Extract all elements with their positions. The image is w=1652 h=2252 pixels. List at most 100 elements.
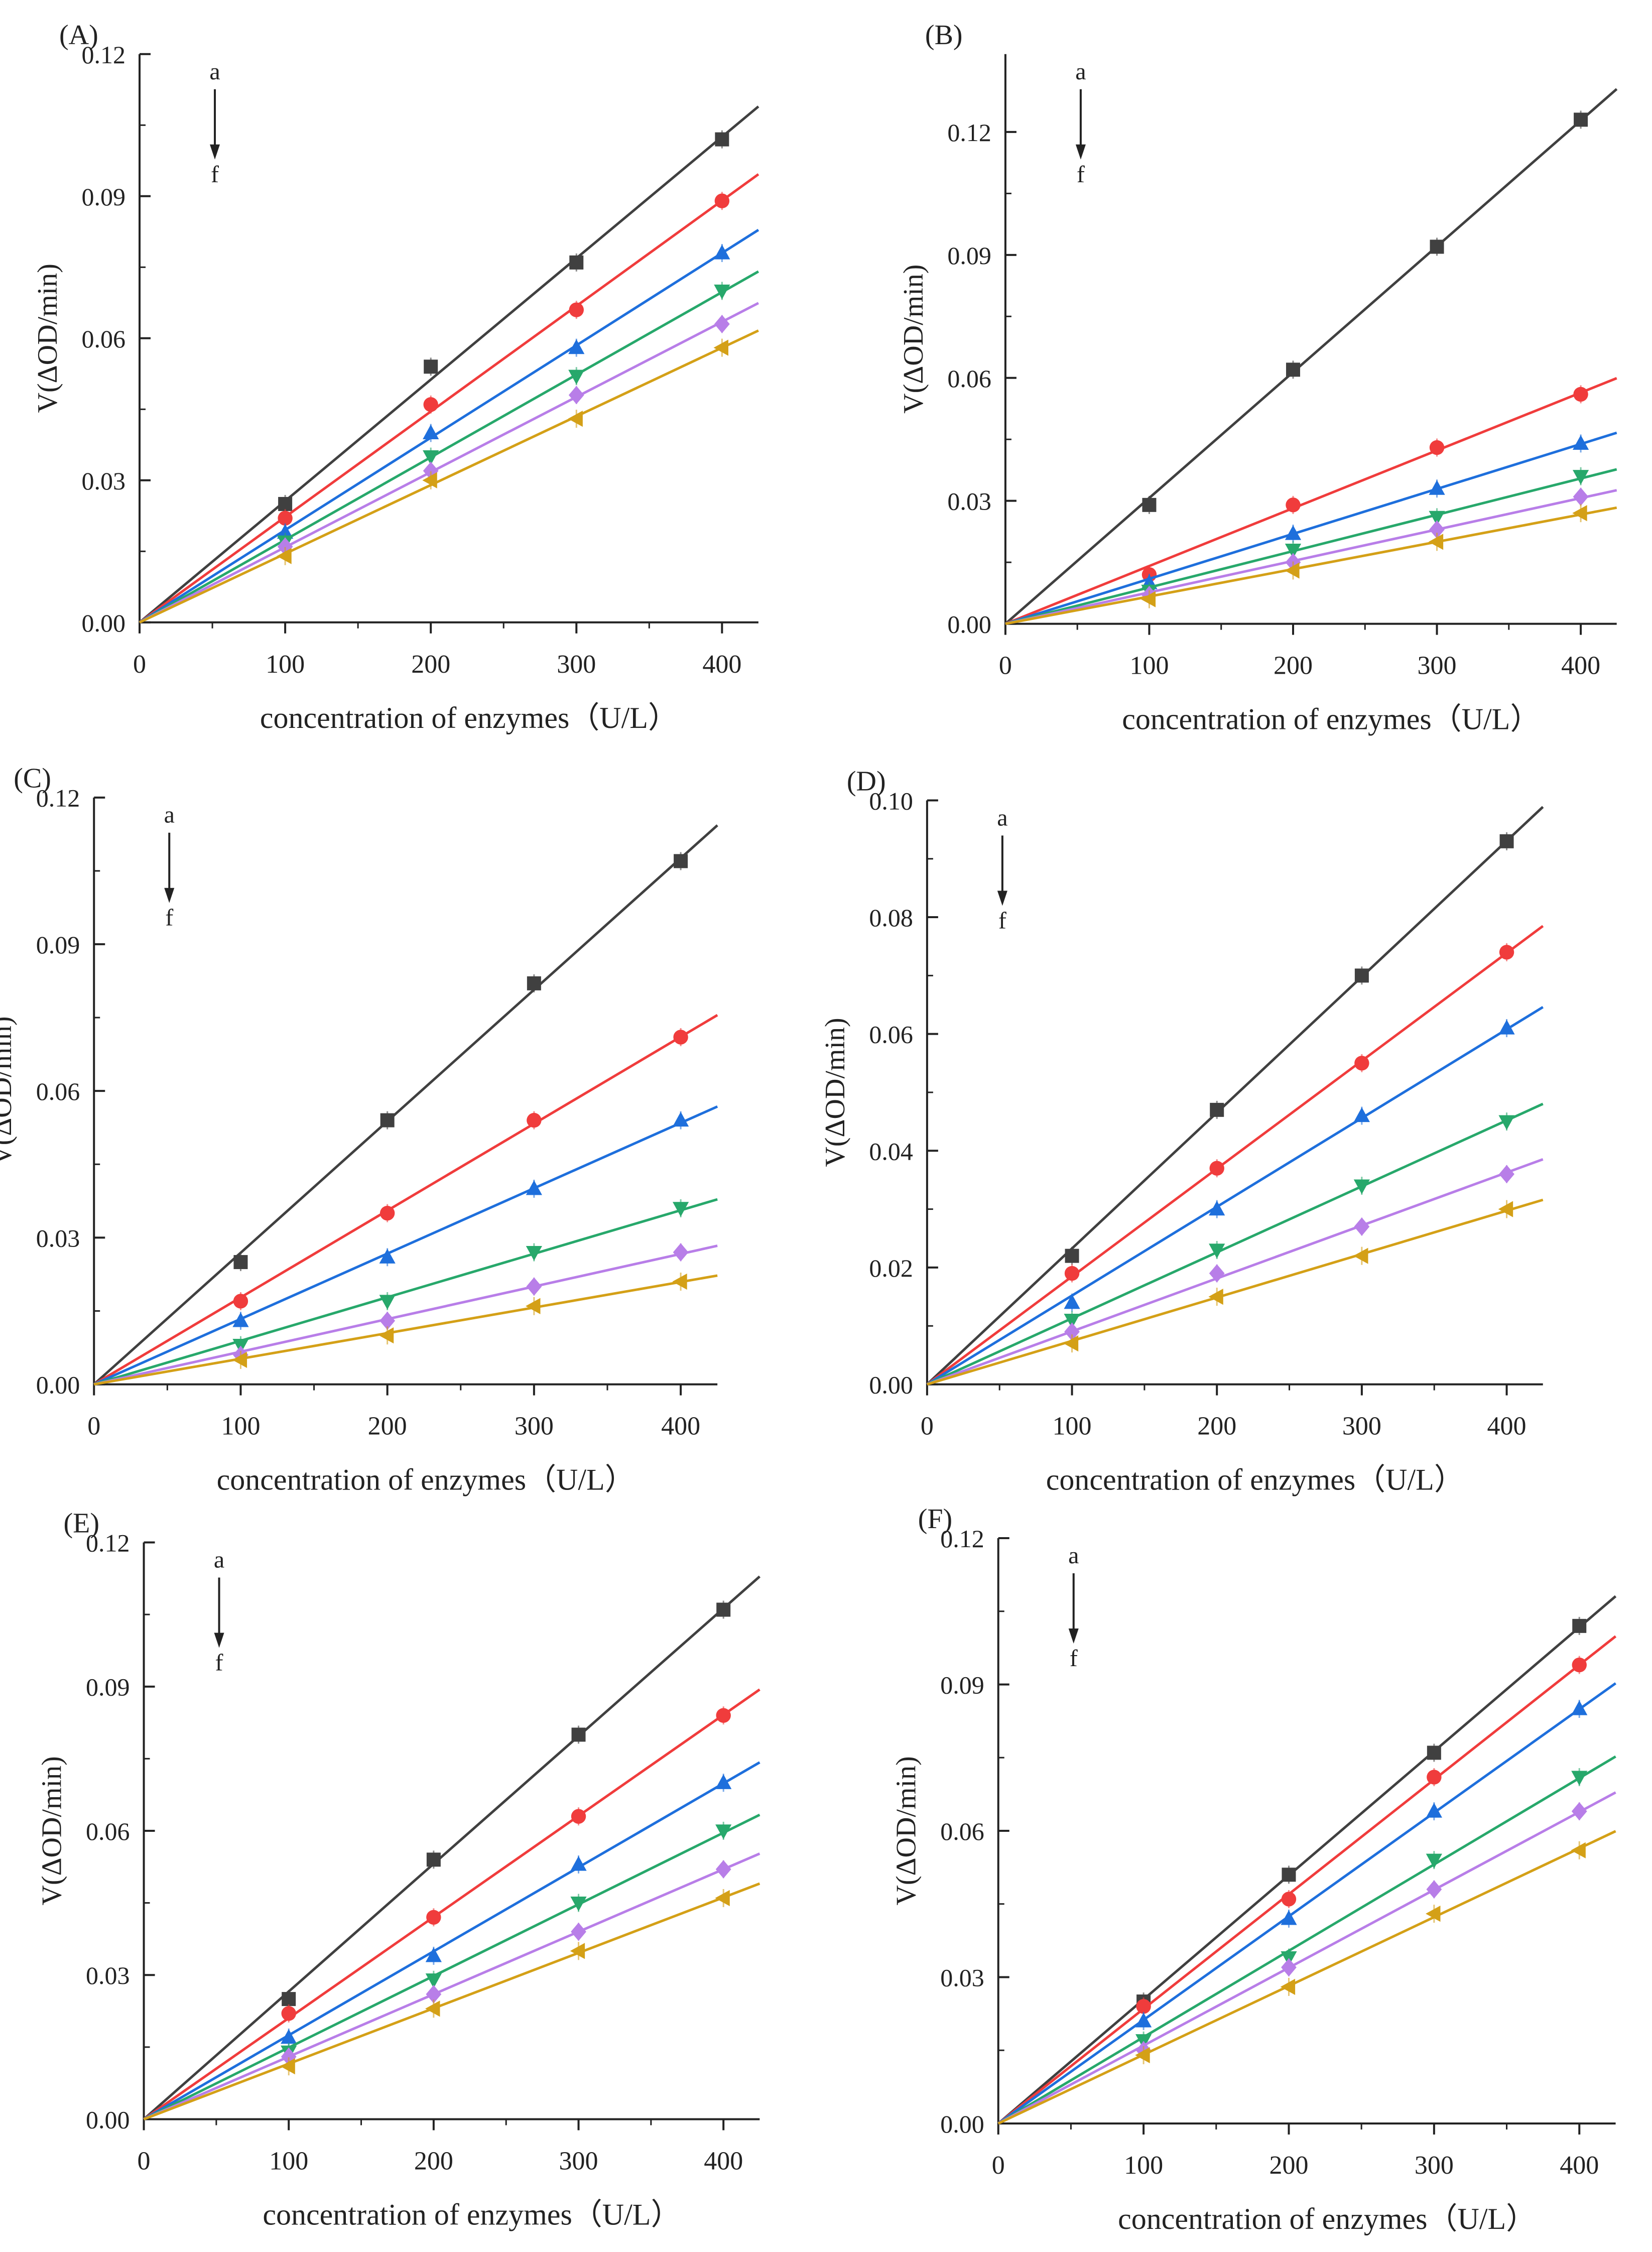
x-tick-label: 400 (1561, 652, 1600, 680)
marker-diamond (1571, 1802, 1587, 1821)
y-axis-label: V(ΔOD/min) (0, 1016, 18, 1165)
marker-diamond (1573, 487, 1589, 506)
fit-line (139, 302, 759, 623)
fit-line (997, 1791, 1616, 2125)
marker-diamond (426, 1985, 442, 2004)
x-tick-label: 0 (999, 652, 1012, 680)
marker-triangle-down (1209, 1243, 1225, 1259)
fit-line (93, 824, 718, 1386)
marker-circle (1064, 1266, 1080, 1281)
marker-triangle-up (1064, 1294, 1080, 1309)
marker-square (278, 496, 293, 511)
marker-circle (1286, 497, 1301, 513)
x-axis-label: concentration of enzymes（U/L） (217, 1463, 635, 1496)
panel-label: (D) (847, 766, 886, 797)
series-c (93, 1105, 718, 1386)
chart-panel-c: (C) 0.00 0.03 0.06 0.09 0.12 0 100 200 300 400 conc… (0, 763, 718, 1496)
x-tick-label: 300 (1418, 652, 1457, 680)
y-tick-label: 0.09 (86, 1673, 130, 1701)
fit-line (139, 173, 759, 623)
marker-circle (1572, 1657, 1587, 1673)
marker-circle (1281, 1892, 1297, 1907)
y-tick-label: 0.10 (869, 787, 913, 815)
x-tick-label: 400 (704, 2147, 743, 2175)
y-tick-label: 0.00 (82, 609, 126, 637)
series-e (143, 1852, 760, 2120)
arrow-label-a: a (1075, 58, 1086, 85)
y-tick-label: 0.06 (940, 1817, 984, 1845)
y-tick-label: 0.00 (36, 1371, 80, 1399)
x-tick-label: 300 (557, 650, 596, 679)
x-tick-label: 300 (1342, 1412, 1381, 1441)
x-tick-label: 200 (1269, 2151, 1308, 2180)
y-tick-label: 0.06 (947, 364, 991, 393)
y-tick-label: 0.12 (86, 1529, 130, 1557)
marker-square (1354, 968, 1369, 983)
y-tick-label: 0.12 (947, 118, 991, 147)
series-e (139, 302, 759, 623)
fit-line (926, 1102, 1544, 1386)
series-f (927, 1198, 1544, 1386)
x-tick-label: 100 (266, 650, 305, 679)
fit-line (926, 1006, 1544, 1386)
fit-line (93, 1105, 718, 1386)
y-tick-label: 0.00 (947, 610, 991, 639)
fit-line (997, 1635, 1617, 2124)
marker-triangle-up (1285, 525, 1302, 540)
arrow-label-a: a (209, 58, 220, 85)
fit-line (927, 1158, 1544, 1386)
series-c (926, 1006, 1544, 1386)
marker-triangle-up (1426, 1803, 1442, 1818)
marker-diamond (715, 1860, 731, 1879)
marker-circle (527, 1112, 542, 1128)
marker-circle (278, 511, 293, 526)
fit-line (93, 1274, 718, 1386)
y-tick-label: 0.08 (869, 904, 913, 932)
marker-triangle-down (1426, 1853, 1442, 1869)
marker-triangle-left (1428, 534, 1444, 550)
panel-label: (E) (64, 1508, 100, 1539)
y-tick-label: 0.12 (940, 1525, 984, 1553)
marker-triangle-up (568, 339, 585, 354)
fit-line (927, 1198, 1544, 1386)
marker-triangle-left (280, 2058, 295, 2075)
marker-square (426, 1852, 441, 1867)
marker-triangle-down (715, 1824, 732, 1839)
chart-panel-d: (D) 0.00 0.02 0.04 0.06 0.08 0.10 0 100 200 300 400… (820, 766, 1544, 1496)
marker-circle (1499, 945, 1514, 960)
y-tick-label: 0.09 (36, 931, 80, 959)
x-axis-label: concentration of enzymes（U/L） (1118, 2202, 1536, 2235)
marker-square (1430, 239, 1444, 254)
x-tick-label: 0 (133, 650, 146, 679)
marker-triangle-up (714, 244, 730, 260)
fit-line (143, 1882, 760, 2120)
series-e (1005, 487, 1617, 625)
series-b (93, 1014, 718, 1386)
series-b (1004, 377, 1617, 625)
x-tick-label: 100 (1053, 1412, 1092, 1441)
fit-line (139, 228, 759, 623)
x-tick-label: 200 (414, 2147, 453, 2175)
marker-square (233, 1255, 248, 1270)
x-tick-label: 100 (221, 1412, 260, 1441)
marker-square (715, 132, 729, 147)
fit-line (143, 1852, 760, 2120)
y-tick-label: 0.06 (869, 1021, 913, 1049)
marker-triangle-left (425, 2000, 440, 2017)
x-tick-label: 300 (1415, 2151, 1454, 2180)
y-tick-label: 0.00 (86, 2105, 130, 2134)
series-b (997, 1635, 1617, 2124)
marker-circle (281, 2006, 296, 2021)
marker-triangle-up (570, 1856, 587, 1871)
x-tick-label: 400 (1560, 2151, 1599, 2180)
y-tick-label: 0.12 (82, 41, 126, 69)
fit-line (1004, 88, 1618, 625)
marker-diamond (1281, 1958, 1297, 1977)
x-axis-label: concentration of enzymes（U/L） (1046, 1463, 1464, 1496)
marker-triangle-left (568, 411, 583, 427)
arrow-label-f: f (1077, 161, 1085, 188)
series-e (997, 1791, 1616, 2125)
marker-triangle-left (378, 1327, 394, 1344)
x-tick-label: 400 (661, 1412, 700, 1441)
x-tick-label: 0 (138, 2147, 151, 2175)
